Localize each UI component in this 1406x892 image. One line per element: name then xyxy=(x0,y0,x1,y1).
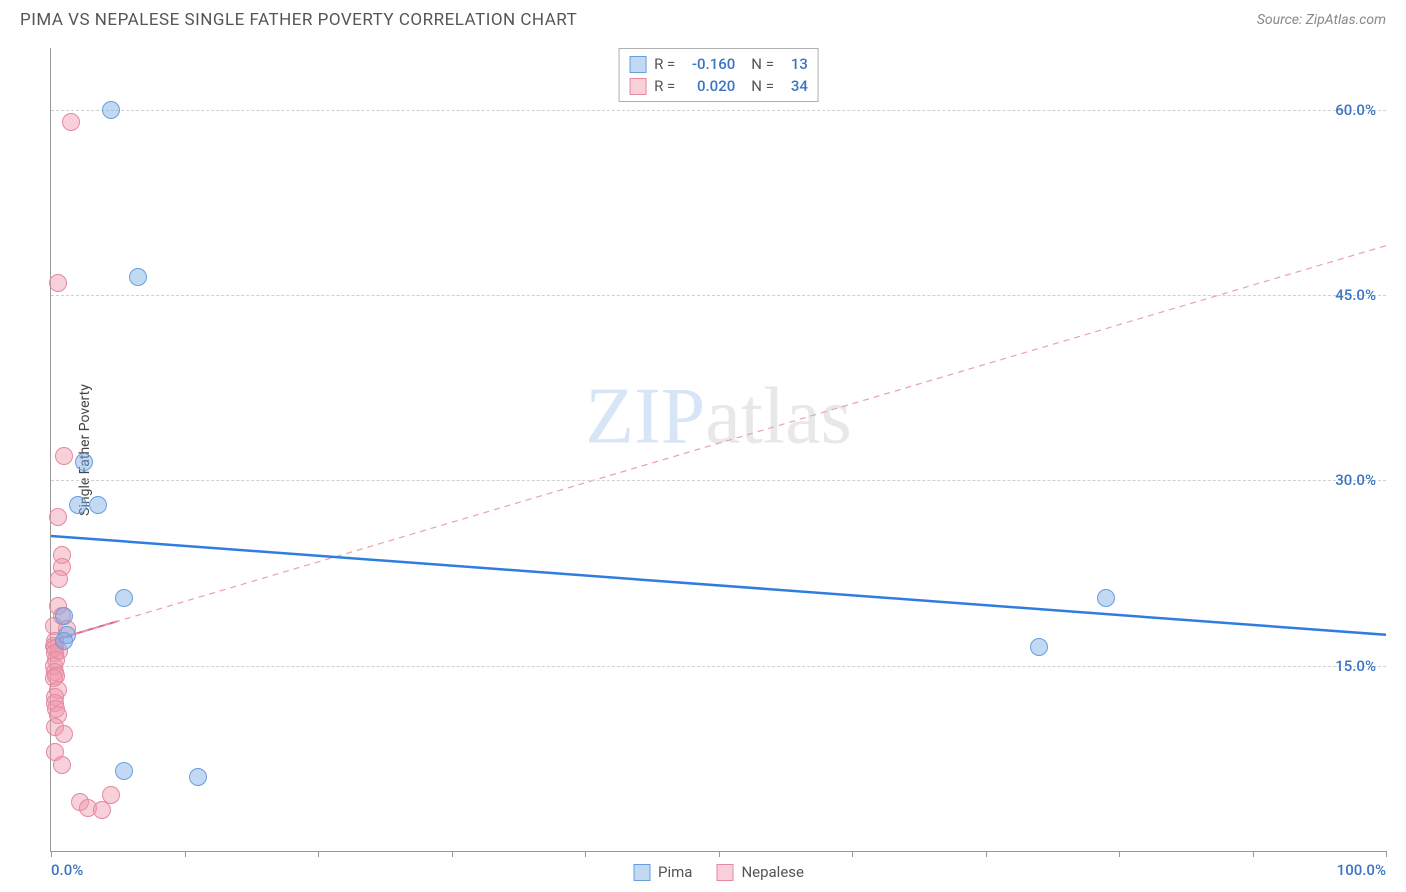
stats-row: R = 0.020 N = 34 xyxy=(629,75,808,97)
x-tick-label: 100.0% xyxy=(1337,861,1386,879)
gridline xyxy=(51,480,1386,481)
x-tick xyxy=(185,851,186,857)
source-label: Source: ZipAtlas.com xyxy=(1257,12,1386,28)
y-tick-label: 60.0% xyxy=(1335,101,1376,119)
legend-swatch xyxy=(629,56,646,73)
data-point xyxy=(89,496,107,514)
legend-item: Pima xyxy=(633,863,692,881)
watermark: ZIPatlas xyxy=(585,372,852,463)
data-point xyxy=(55,725,73,743)
stats-legend: R = -0.160 N = 13 R = 0.020 N = 34 xyxy=(618,48,819,102)
trend-line xyxy=(51,246,1386,641)
data-point xyxy=(53,756,71,774)
stats-label: N = xyxy=(751,77,774,95)
legend-swatch xyxy=(629,78,646,95)
data-point xyxy=(55,632,73,650)
chart-area: Single Father Poverty ZIPatlas R = -0.16… xyxy=(50,48,1386,852)
data-point xyxy=(129,268,147,286)
series-legend: Pima Nepalese xyxy=(633,863,804,881)
gridline xyxy=(51,666,1386,667)
data-point xyxy=(102,786,120,804)
chart-title: PIMA VS NEPALESE SINGLE FATHER POVERTY C… xyxy=(20,10,577,30)
data-point xyxy=(49,508,67,526)
y-tick-label: 30.0% xyxy=(1335,471,1376,489)
stats-row: R = -0.160 N = 13 xyxy=(629,53,808,75)
stats-label: R = xyxy=(654,77,675,95)
data-point xyxy=(1030,638,1048,656)
x-tick xyxy=(585,851,586,857)
data-point xyxy=(55,447,73,465)
data-point xyxy=(102,101,120,119)
legend-swatch xyxy=(633,864,650,881)
data-point xyxy=(55,607,73,625)
stats-n-value: 13 xyxy=(782,55,808,73)
stats-r-value: -0.160 xyxy=(683,55,735,73)
gridline xyxy=(51,110,1386,111)
x-tick xyxy=(318,851,319,857)
x-tick xyxy=(1253,851,1254,857)
x-tick-label: 0.0% xyxy=(51,861,83,879)
data-point xyxy=(50,570,68,588)
data-point xyxy=(115,589,133,607)
x-tick xyxy=(452,851,453,857)
legend-label: Pima xyxy=(658,863,692,881)
stats-r-value: 0.020 xyxy=(683,77,735,95)
stats-n-value: 34 xyxy=(782,77,808,95)
y-tick-label: 15.0% xyxy=(1335,657,1376,675)
stats-label: R = xyxy=(654,55,675,73)
x-tick xyxy=(1386,851,1387,857)
data-point xyxy=(189,768,207,786)
data-point xyxy=(62,113,80,131)
trend-lines xyxy=(51,48,1386,851)
legend-item: Nepalese xyxy=(716,863,804,881)
stats-label: N = xyxy=(751,55,774,73)
gridline xyxy=(51,295,1386,296)
x-tick xyxy=(852,851,853,857)
x-tick xyxy=(51,851,52,857)
legend-swatch xyxy=(716,864,733,881)
data-point xyxy=(115,762,133,780)
data-point xyxy=(49,274,67,292)
data-point xyxy=(75,453,93,471)
data-point xyxy=(1097,589,1115,607)
x-tick xyxy=(1119,851,1120,857)
x-tick xyxy=(719,851,720,857)
x-tick xyxy=(986,851,987,857)
plot-area: Single Father Poverty ZIPatlas R = -0.16… xyxy=(50,48,1386,852)
y-tick-label: 45.0% xyxy=(1335,286,1376,304)
legend-label: Nepalese xyxy=(741,863,804,881)
data-point xyxy=(69,496,87,514)
trend-line xyxy=(51,536,1386,635)
